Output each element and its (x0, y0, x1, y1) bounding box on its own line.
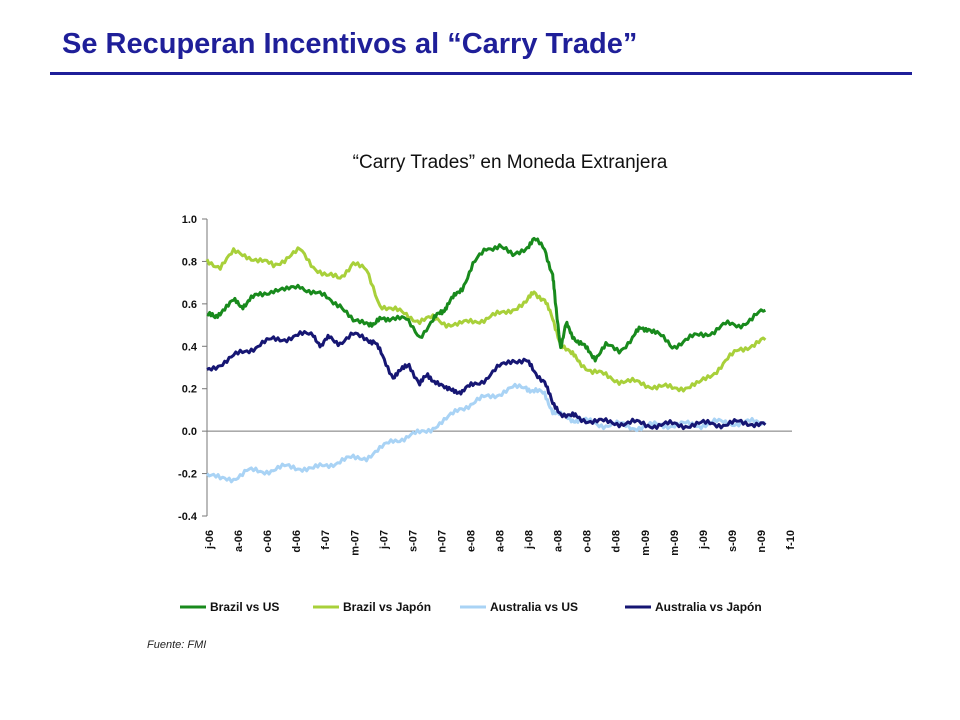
x-tick-label: a-08 (553, 530, 565, 552)
y-tick-label: -0.4 (178, 511, 198, 523)
x-tick-label: m-09 (640, 530, 652, 556)
series-line-australia-vs-us (205, 382, 766, 484)
page-title: Se Recuperan Incentivos al “Carry Trade” (62, 28, 638, 60)
y-tick-label: 1.0 (182, 214, 197, 226)
x-tick-label: f-10 (785, 530, 797, 550)
legend-label: Australia vs Japón (655, 600, 762, 614)
source-note: Fuente: FMI (147, 639, 207, 651)
x-tick-label: s-09 (727, 530, 739, 552)
y-tick-label: 0.6 (182, 299, 197, 311)
x-tick-label: e-08 (465, 530, 477, 552)
y-tick-label: 0.4 (182, 341, 198, 353)
plot-area: 1.0 0.8 0.6 0.4 0.2 0.0 -0.2 -0.4 j-06 a-06 o-06 d-… (178, 214, 797, 556)
title-divider (50, 72, 912, 75)
legend-label: Australia vs US (490, 600, 578, 614)
chart-legend: Brazil vs US Brazil vs Japón Australia vs … (180, 600, 762, 614)
series-line-brazil-vs-us (206, 236, 767, 363)
series-line-australia-vs-jap-n (206, 330, 767, 431)
x-tick-label: f-07 (320, 530, 332, 550)
x-tick-label: d-06 (291, 530, 303, 553)
y-tick-label: 0.2 (182, 384, 197, 396)
x-tick-label: j-09 (698, 530, 710, 550)
y-tick-label: 0.0 (182, 426, 197, 438)
x-tick-label: s-07 (407, 530, 419, 552)
y-tick-label: -0.2 (178, 469, 197, 481)
x-tick-label: n-07 (436, 530, 448, 553)
legend-label: Brazil vs Japón (343, 600, 431, 614)
x-tick-label: o-06 (262, 530, 274, 553)
x-tick-label: m-07 (349, 530, 361, 556)
x-tick-label: j-07 (378, 530, 390, 550)
x-tick-label: a-08 (495, 530, 507, 552)
x-tick-label: m-09 (669, 530, 681, 556)
x-tick-label: j-06 (204, 530, 216, 550)
y-tick-label: 0.8 (182, 256, 197, 268)
x-tick-label: n-09 (756, 530, 768, 553)
x-tick-label: d-08 (611, 530, 623, 553)
x-tick-label: a-06 (233, 530, 245, 552)
x-tick-label: o-08 (582, 530, 594, 553)
series-line-brazil-vs-jap-n (205, 246, 767, 393)
chart-title: “Carry Trades” en Moneda Extranjera (352, 152, 668, 173)
legend-label: Brazil vs US (210, 600, 279, 614)
x-tick-label: j-08 (524, 530, 536, 550)
